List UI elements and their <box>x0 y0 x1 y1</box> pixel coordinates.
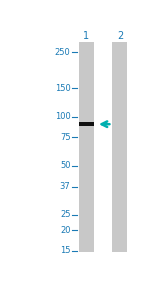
Text: 25: 25 <box>60 210 70 219</box>
Text: 50: 50 <box>60 161 70 170</box>
Bar <box>79 122 94 126</box>
Text: 2: 2 <box>117 31 123 41</box>
Text: 37: 37 <box>60 183 70 191</box>
Bar <box>79 42 94 252</box>
Text: 250: 250 <box>55 47 70 57</box>
Text: 75: 75 <box>60 132 70 142</box>
Text: 100: 100 <box>55 112 70 121</box>
Text: 15: 15 <box>60 246 70 255</box>
Text: 1: 1 <box>83 31 89 41</box>
Bar <box>112 42 127 252</box>
Text: 20: 20 <box>60 226 70 235</box>
Text: 150: 150 <box>55 84 70 93</box>
